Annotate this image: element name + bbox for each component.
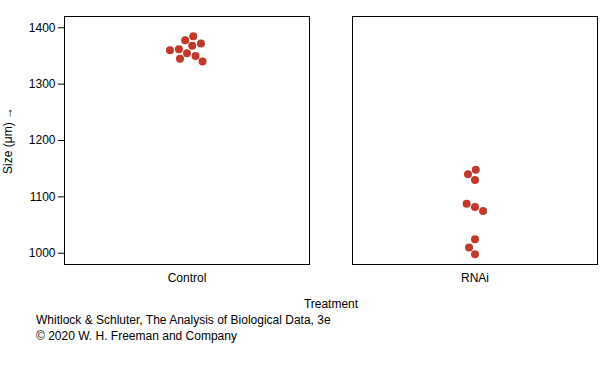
- svg-text:1200: 1200: [29, 133, 56, 147]
- html-text:Whitlock & Schluter, The Analy: Whitlock & Schluter, The Analysis of Bio…: [36, 313, 331, 327]
- svg-text:1300: 1300: [29, 77, 56, 91]
- svg-text:1000: 1000: [29, 246, 56, 260]
- svg-text:1100: 1100: [30, 190, 56, 204]
- svg-text:Size (μm) →: Size (μm) →: [1, 107, 15, 174]
- svg-text:RNAi: RNAi: [461, 271, 489, 285]
- svg-text:Control: Control: [168, 271, 207, 285]
- svg-text:Treatment: Treatment: [304, 297, 359, 311]
- svg-text:1400: 1400: [29, 21, 56, 35]
- html-text:© 2020 W. H. Freeman and Compa: © 2020 W. H. Freeman and Company: [36, 329, 237, 344]
